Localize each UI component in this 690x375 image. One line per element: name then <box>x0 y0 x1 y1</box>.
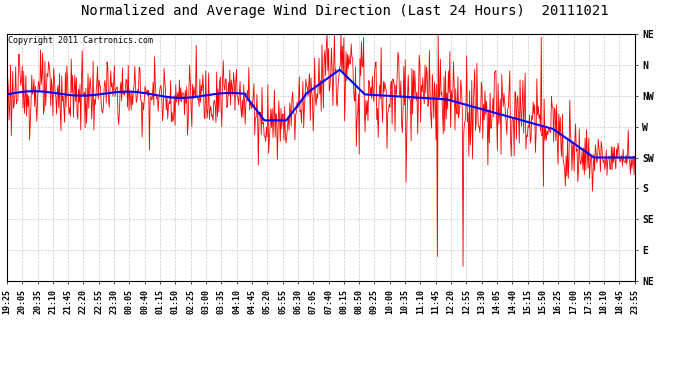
Text: Copyright 2011 Cartronics.com: Copyright 2011 Cartronics.com <box>8 36 153 45</box>
Text: Normalized and Average Wind Direction (Last 24 Hours)  20111021: Normalized and Average Wind Direction (L… <box>81 4 609 18</box>
